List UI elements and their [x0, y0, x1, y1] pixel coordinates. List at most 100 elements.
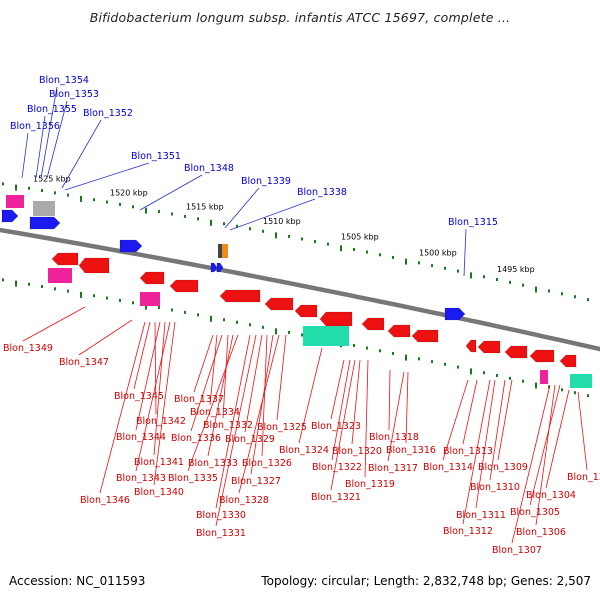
leader-line: [209, 334, 218, 406]
gene-label: Blon_1323: [311, 421, 361, 432]
inner-tick: [158, 306, 160, 310]
inner-tick: [496, 374, 498, 378]
gene-label: Blon_1343: [116, 473, 166, 484]
outer-tick: [379, 253, 381, 257]
gene-label: Blon_1352: [83, 108, 133, 119]
leader-line: [545, 389, 570, 489]
outer-tick: [548, 289, 550, 293]
reverse-gene: [559, 354, 577, 368]
genome-backbone: [0, 227, 600, 352]
inner-tick: [184, 310, 186, 314]
trna-gene: [303, 326, 349, 346]
outer-tick: [392, 255, 394, 259]
reverse-gene: [169, 279, 199, 293]
outer-tick: [470, 272, 472, 279]
outer-tick: [431, 264, 433, 268]
gene-label: Blon_1316: [386, 445, 436, 456]
outer-tick: [106, 200, 108, 204]
leader-line: [387, 371, 405, 462]
forward-gene: [29, 216, 61, 230]
tick-label: 1515 kbp: [186, 202, 224, 211]
leader-line: [215, 334, 251, 509]
inner-tick: [561, 388, 563, 392]
reverse-gene: [51, 252, 79, 266]
rrna-gene: [6, 195, 24, 208]
outer-tick: [587, 298, 589, 302]
outer-tick: [366, 250, 368, 254]
rrna-gene: [48, 268, 72, 283]
outer-tick: [210, 219, 212, 226]
leader-line: [222, 334, 229, 419]
outer-tick: [535, 286, 537, 293]
gene-label: Blon_1329: [225, 434, 275, 445]
leader-line: [463, 228, 467, 277]
gene-label: Blon_1309: [478, 462, 528, 473]
inner-tick: [67, 289, 69, 293]
inner-tick: [522, 379, 524, 383]
outer-tick: [28, 186, 30, 190]
inner-tick: [392, 351, 394, 355]
gene-label: Blon_1340: [134, 487, 184, 498]
reverse-gene: [387, 324, 411, 338]
gene-label: Blon_1315: [448, 217, 498, 228]
leader-line: [529, 384, 561, 506]
gene-label: Blon_1347: [59, 357, 109, 368]
gene-label: Blon_1354: [39, 75, 89, 86]
gene-label: Blon_1320: [332, 446, 382, 457]
gene-label: Blon_1327: [231, 476, 281, 487]
inner-tick: [15, 280, 17, 287]
outer-tick: [119, 202, 121, 206]
outer-tick: [418, 261, 420, 265]
gene-label: Blon_1325: [257, 422, 307, 433]
outer-tick: [340, 245, 342, 252]
inner-tick: [431, 360, 433, 364]
inner-tick: [249, 323, 251, 327]
tick-label: 1495 kbp: [497, 265, 535, 274]
gene-label: Blon_1310: [470, 482, 520, 493]
inner-tick: [288, 330, 290, 334]
leader-line: [489, 379, 506, 481]
outer-tick: [80, 195, 82, 202]
outer-tick: [236, 224, 238, 228]
inner-tick: [418, 357, 420, 361]
outer-tick: [275, 232, 277, 239]
reverse-gene: [78, 257, 110, 274]
leader-line: [224, 187, 260, 229]
leader-line: [351, 359, 361, 445]
leader-line: [229, 198, 316, 231]
outer-tick: [2, 182, 4, 186]
reverse-gene: [361, 317, 385, 331]
coordinate-ticks: 1525 kbp 1520 kbp 1515 kbp 1510 kbp 1505 kbp…: [2, 175, 589, 398]
outer-tick: [301, 237, 303, 241]
leader-line: [215, 334, 257, 527]
leader-line: [405, 371, 409, 444]
tick-label: 1500 kbp: [419, 249, 457, 258]
gene-label: Blon_1322: [312, 462, 362, 473]
outer-tick: [561, 292, 563, 296]
outer-tick: [158, 210, 160, 214]
tick-label: 1525 kbp: [33, 175, 71, 184]
gene-label: Blon_1332: [203, 420, 253, 431]
gene-label: Blon_1334: [190, 407, 240, 418]
trna-gene: [218, 244, 228, 258]
outer-tick: [483, 275, 485, 279]
inner-tick: [262, 325, 264, 329]
inner-tick: [457, 365, 459, 369]
gene-label: Blon_1353: [49, 89, 99, 100]
outer-tick: [132, 205, 134, 209]
forward-gene: [119, 239, 143, 253]
inner-tick: [106, 296, 108, 300]
gene-features: [1, 195, 592, 388]
leader-line: [135, 321, 161, 431]
reverse-gene: [465, 339, 477, 353]
inner-tick: [405, 354, 407, 361]
inner-tick: [444, 362, 446, 366]
leader-line: [462, 379, 491, 525]
gene-label: Blon_1306: [516, 527, 566, 538]
leader-line: [442, 379, 469, 461]
leader-line: [40, 86, 58, 179]
gene-label: Blon_1344: [116, 432, 166, 443]
leader-line: [388, 369, 391, 431]
gene-labels: Blon_1356 Blon_1355 Blon_1354 Blon_1353 Blon…: [3, 75, 600, 556]
label-leader-lines: [21, 86, 588, 544]
